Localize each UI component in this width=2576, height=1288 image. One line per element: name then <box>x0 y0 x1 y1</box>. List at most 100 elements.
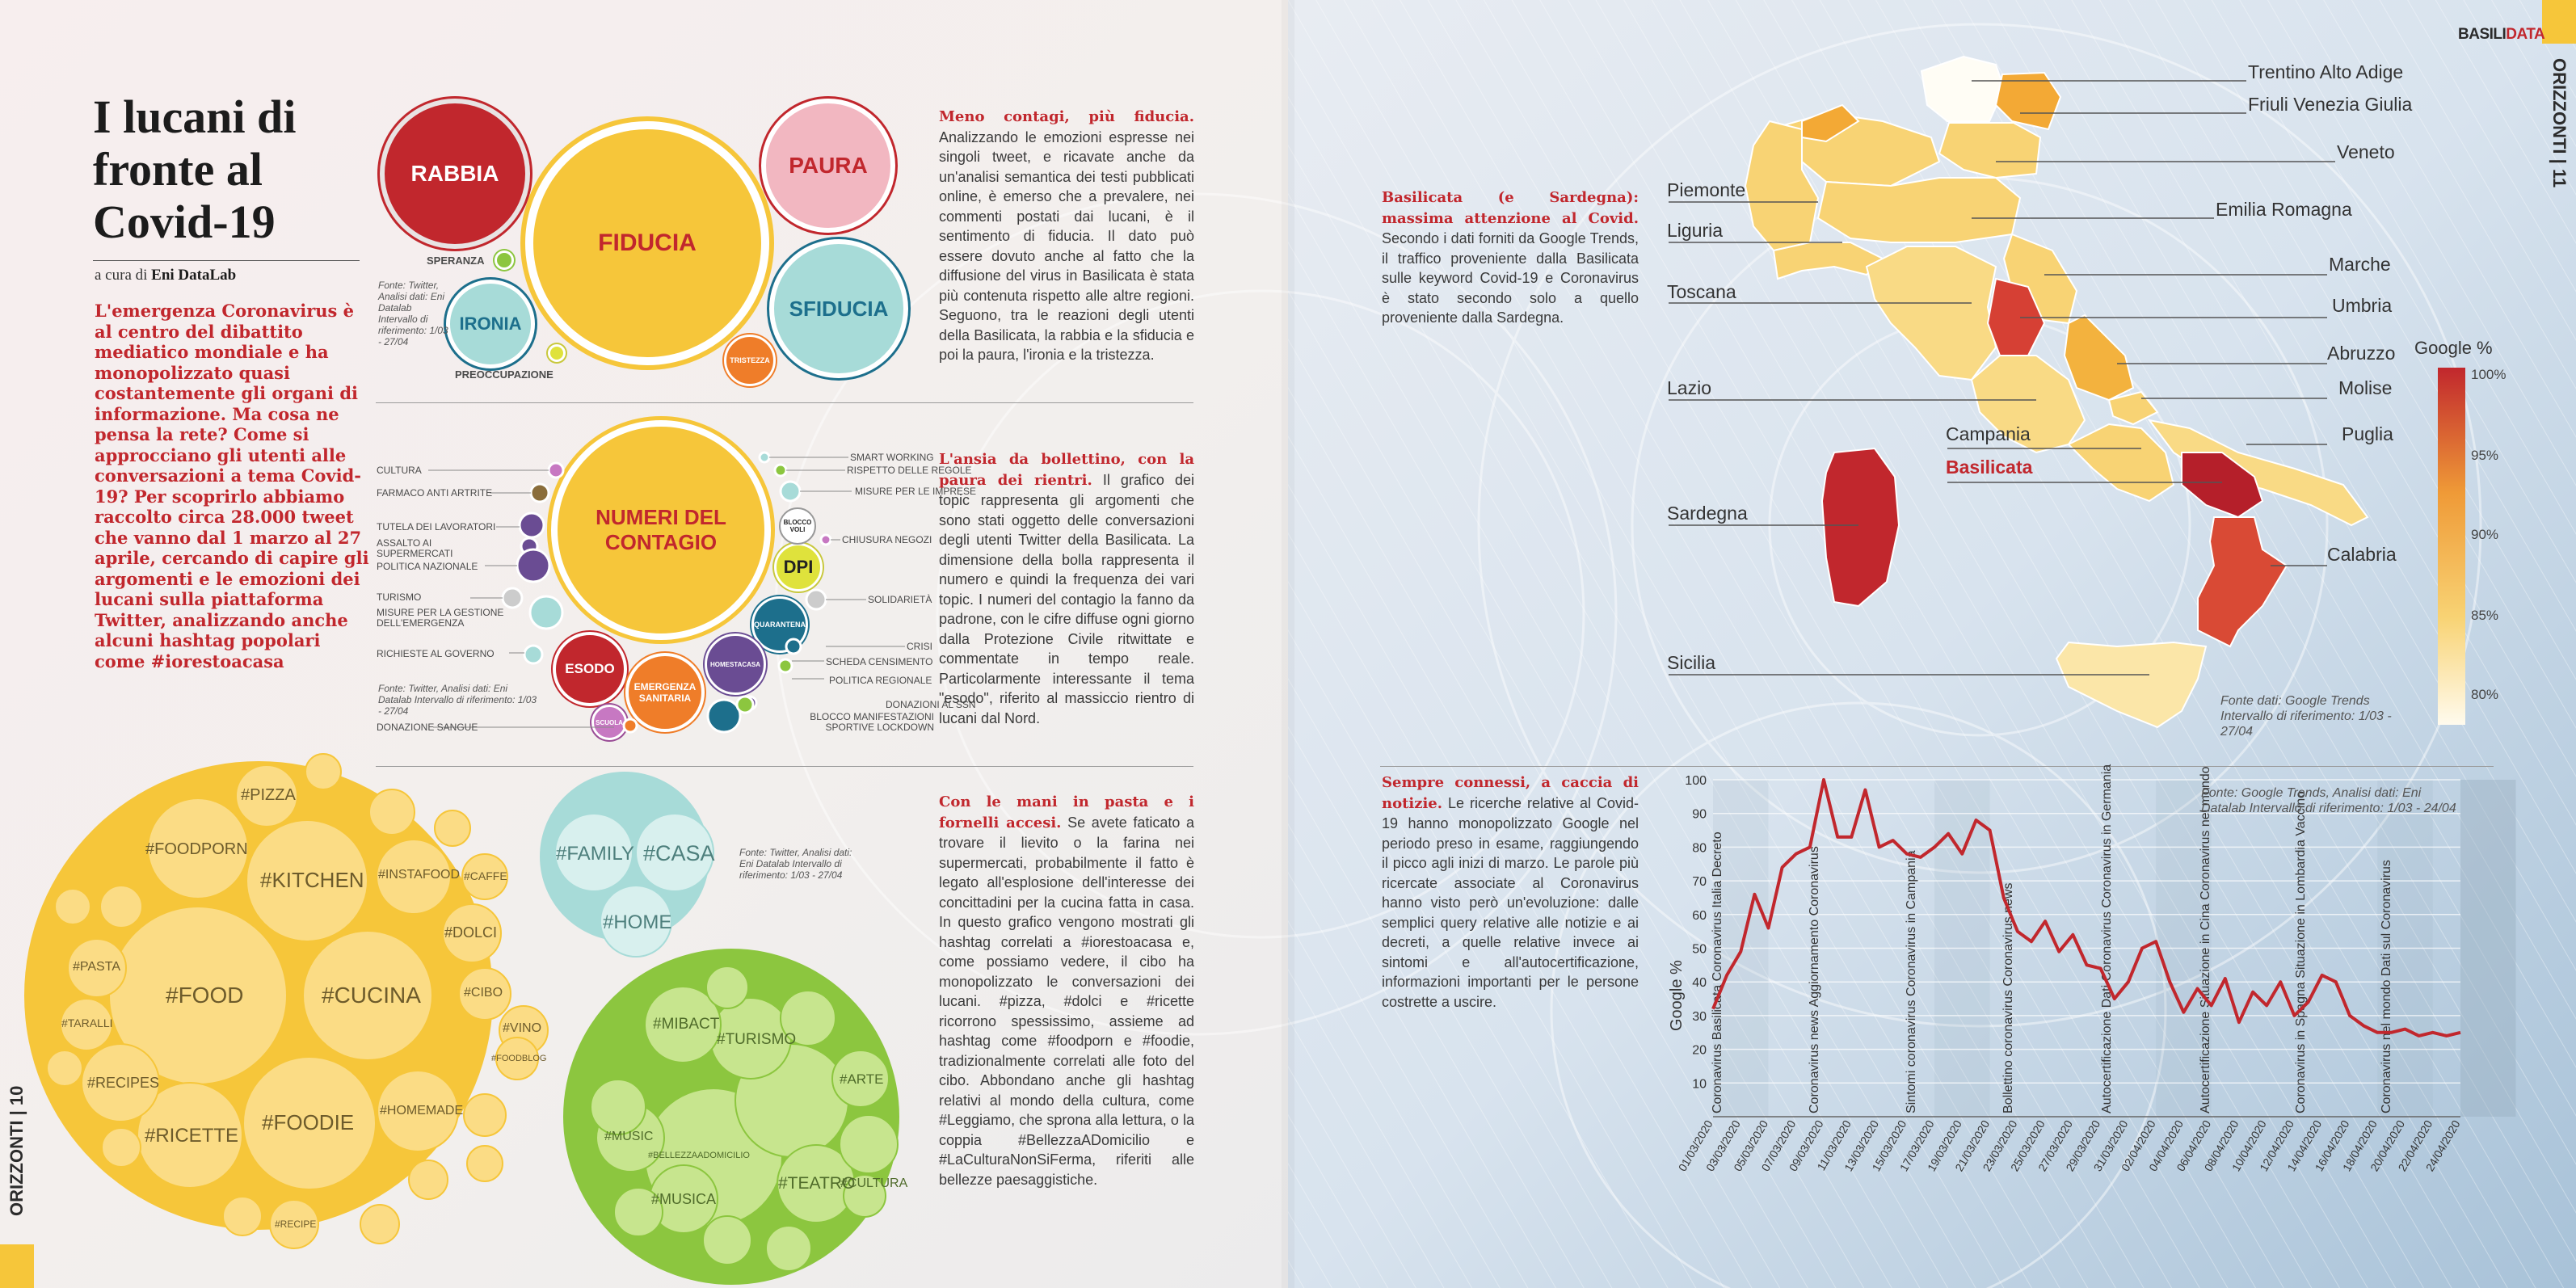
topics-source: Fonte: Twitter, Analisi dati: Eni Datala… <box>378 683 537 717</box>
topic-bubble-scuola: SCUOLA <box>591 705 627 740</box>
emotion-bubble-speranza <box>495 250 514 270</box>
divider-3 <box>1380 766 2494 767</box>
map-label-veneto: Veneto <box>2337 141 2395 162</box>
column-trend-body: Le ricerche relative al Covid-19 hanno m… <box>1382 794 1639 1010</box>
topic-label-donazione-sangue: DONAZIONE SANGUE <box>377 722 478 733</box>
chart-annotation: Autocertificazione Situazione in Cina Co… <box>2199 766 2212 1113</box>
column-map: Basilicata (e Sardegna): massima attenzi… <box>1382 187 1639 328</box>
tag-music: #MUSIC <box>604 1130 654 1143</box>
tag-foodblog: #FOODBLOG <box>491 1054 547 1063</box>
column-map-heading: Basilicata (e Sardegna): massima attenzi… <box>1382 189 1639 227</box>
topic-label-cultura: CULTURA <box>377 465 422 476</box>
topic-label-misure-emergenza: MISURE PER LA GESTIONE DELL'EMERGENZA <box>377 607 504 629</box>
emotion-bubble-ironia: IRONIA <box>446 280 535 368</box>
region-calabria <box>2197 516 2288 648</box>
tag-vino: #VINO <box>503 1021 542 1035</box>
legend-tick-95: 95% <box>2471 448 2499 463</box>
legend-title: Google % <box>2414 338 2493 358</box>
chart-annotation: Autocertificazione Dati Coronavirus Coro… <box>2100 764 2114 1113</box>
brand-logo-a: BASILI <box>2458 26 2507 43</box>
map-label-molise: Molise <box>2338 377 2393 398</box>
topic-label-politica-nazionale: POLITICA NAZIONALE <box>377 561 478 572</box>
topic-label-scheda-censimento: SCHEDA CENSIMENTO <box>826 656 933 667</box>
map-label-emilia: Emilia Romagna <box>2216 199 2352 220</box>
column-cucina-body: Se avete faticato a trovare il lievito o… <box>939 814 1194 1188</box>
map-source: Fonte dati: Google Trends Intervallo di … <box>2220 694 2392 739</box>
topic-label-richieste-governo: RICHIESTE AL GOVERNO <box>377 648 495 659</box>
map-label-sicilia: Sicilia <box>1667 652 1716 673</box>
chart-ylabel: Google % <box>1668 960 1686 1031</box>
map-label-abruzzo: Abruzzo <box>2327 343 2396 364</box>
italy-map <box>1669 55 2465 729</box>
chart-series-line <box>1711 778 2461 1038</box>
region-sicilia <box>2055 641 2208 729</box>
map-label-umbria: Umbria <box>2332 295 2393 316</box>
chart-ytick-label: 50 <box>1692 943 1707 957</box>
tag-pasta: #PASTA <box>73 960 120 974</box>
tag-casa: #CASA <box>643 841 715 865</box>
title-divider <box>93 260 360 261</box>
chart-ytick-label: 20 <box>1692 1044 1707 1058</box>
column-map-body: Secondo i dati forniti da Google Trends,… <box>1382 230 1639 326</box>
topic-label-rispetto-regole: RISPETTO DELLE REGOLE <box>847 465 972 476</box>
tag-home: #HOME <box>603 911 672 933</box>
chart-ytick-label: 80 <box>1692 841 1707 855</box>
tag-family: #FAMILY <box>556 843 634 865</box>
chart-annotation: Coronavirus news Aggiornamento Coronavir… <box>1808 846 1821 1113</box>
map-label-marche: Marche <box>2329 254 2391 275</box>
chart-annotation: Bollettino coronavirus Coronavirus news <box>2001 883 2015 1113</box>
chart-annotation: Coronavirus Basilicata Coronavirus Itali… <box>1711 831 1724 1113</box>
tag-dolci: #DOLCI <box>444 924 498 941</box>
emotion-bubble-fiducia: FIDUCIA <box>525 121 769 365</box>
tag-mibact: #MIBACT <box>653 1016 720 1033</box>
chart-ytick-label: 60 <box>1692 909 1707 923</box>
tag-teatro: #TEATRO <box>778 1174 856 1193</box>
column-fiducia: Meno contagi, più fiducia. Analizzando l… <box>939 107 1194 365</box>
divider-1 <box>376 402 1193 403</box>
topic-label-smart-working: SMART WORKING <box>850 452 934 463</box>
column-cucina: Con le mani in pasta e i fornelli accesi… <box>939 792 1194 1189</box>
label-speranza: SPERANZA <box>427 255 485 267</box>
region-friuli <box>1994 71 2062 131</box>
chart-ytick-label: 10 <box>1692 1077 1707 1091</box>
tag-pizza: #PIZZA <box>241 786 296 804</box>
tag-foodie: #FOODIE <box>262 1110 355 1134</box>
chart-band <box>2460 780 2516 1117</box>
emotion-bubble-paura: PAURA <box>761 99 895 233</box>
byline: a cura di Eni DataLab <box>95 267 236 284</box>
region-molise <box>2107 390 2159 426</box>
tag-ricette: #RICETTE <box>145 1125 239 1147</box>
topic-label-crisi: CRISI <box>907 641 933 652</box>
brand-logo: BASILIDATA <box>2458 26 2545 44</box>
topic-label-turismo: TURISMO <box>377 591 422 603</box>
map-label-sardegna: Sardegna <box>1667 503 1748 524</box>
region-abruzzo <box>2063 314 2135 402</box>
map-label-friuli: Friuli Venezia Giulia <box>2248 94 2413 115</box>
chart-ytick-label: 30 <box>1692 1010 1707 1024</box>
tag-recipes: #RECIPES <box>87 1075 160 1091</box>
topics-small-bubbles <box>428 451 905 734</box>
topic-label-farmaco: FARMACO ANTI ARTRITE <box>377 487 493 499</box>
byline-author: Eni DataLab <box>151 267 237 284</box>
map-label-calabria: Calabria <box>2327 544 2397 565</box>
topic-label-solidarieta: SOLIDARIETÀ <box>868 594 932 605</box>
food-hashtag-cluster <box>24 753 899 1285</box>
topic-label-politica-regionale: POLITICA REGIONALE <box>829 675 932 686</box>
chart-annotation: Coronavirus nel mondo Dati sul Coronavir… <box>2380 860 2393 1113</box>
chart-band <box>2460 780 2516 1117</box>
tag-caffe: #CAFFE <box>464 869 507 882</box>
topic-bubble-emergenza-sanitaria: EMERGENZA SANITARIA <box>625 653 705 732</box>
byline-prefix: a cura di <box>95 267 148 284</box>
map-label-trentino: Trentino Alto Adige <box>2248 61 2404 82</box>
topic-bubble-blocco-voli: BLOCCO VOLI <box>779 507 816 545</box>
legend-tick-80: 80% <box>2471 687 2499 702</box>
column-trend-heading: Sempre connessi, a caccia di notizie. <box>1382 774 1639 812</box>
column-fiducia-heading: Meno contagi, più fiducia. <box>939 108 1194 125</box>
map-legend-bar <box>2438 368 2465 725</box>
intro-text: L'emergenza Coronavirus è al centro del … <box>95 301 369 671</box>
topic-label-donazioni-ssn: DONAZIONI AL SSN <box>886 699 976 710</box>
column-trend: Sempre connessi, a caccia di notizie. Le… <box>1382 772 1639 1012</box>
map-label-lazio: Lazio <box>1667 377 1711 398</box>
map-label-liguria: Liguria <box>1667 220 1724 241</box>
